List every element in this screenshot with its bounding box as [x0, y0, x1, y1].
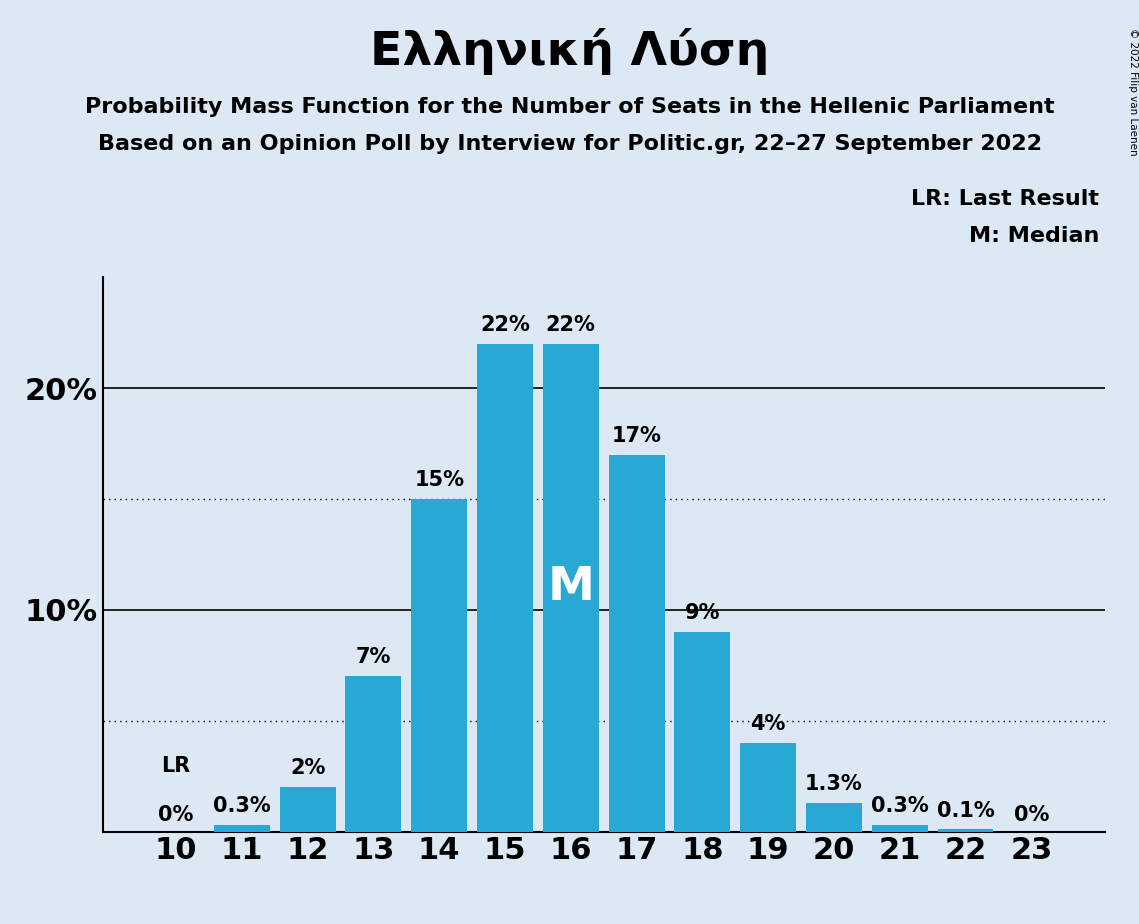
Text: 0%: 0%	[1014, 805, 1049, 825]
Text: 7%: 7%	[355, 648, 391, 667]
Bar	[477, 344, 533, 832]
Text: M: M	[547, 565, 595, 610]
Text: M: Median: M: Median	[969, 226, 1099, 247]
Text: 0.1%: 0.1%	[936, 800, 994, 821]
Text: LR: LR	[162, 756, 190, 776]
Text: LR: Last Result: LR: Last Result	[911, 189, 1099, 210]
Bar	[543, 344, 599, 832]
Text: 9%: 9%	[685, 603, 720, 623]
Bar	[608, 455, 664, 832]
Bar	[674, 632, 730, 832]
Text: 22%: 22%	[480, 315, 530, 334]
Bar	[214, 825, 270, 832]
Text: 4%: 4%	[751, 714, 786, 734]
Bar	[345, 676, 401, 832]
Text: © 2022 Filip van Laenen: © 2022 Filip van Laenen	[1129, 28, 1138, 155]
Text: 15%: 15%	[415, 470, 465, 490]
Text: 17%: 17%	[612, 426, 662, 445]
Text: Probability Mass Function for the Number of Seats in the Hellenic Parliament: Probability Mass Function for the Number…	[84, 97, 1055, 117]
Bar	[411, 499, 467, 832]
Bar	[937, 830, 993, 832]
Bar	[740, 743, 796, 832]
Bar	[806, 803, 862, 832]
Text: 0.3%: 0.3%	[213, 796, 271, 816]
Text: Based on an Opinion Poll by Interview for Politic.gr, 22–27 September 2022: Based on an Opinion Poll by Interview fo…	[98, 134, 1041, 154]
Text: 22%: 22%	[546, 315, 596, 334]
Text: 0.3%: 0.3%	[871, 796, 928, 816]
Text: 1.3%: 1.3%	[805, 774, 863, 794]
Text: 0%: 0%	[158, 805, 194, 825]
Text: Ελληνική Λύση: Ελληνική Λύση	[370, 28, 769, 75]
Bar	[280, 787, 336, 832]
Text: 2%: 2%	[290, 759, 326, 778]
Bar	[871, 825, 927, 832]
